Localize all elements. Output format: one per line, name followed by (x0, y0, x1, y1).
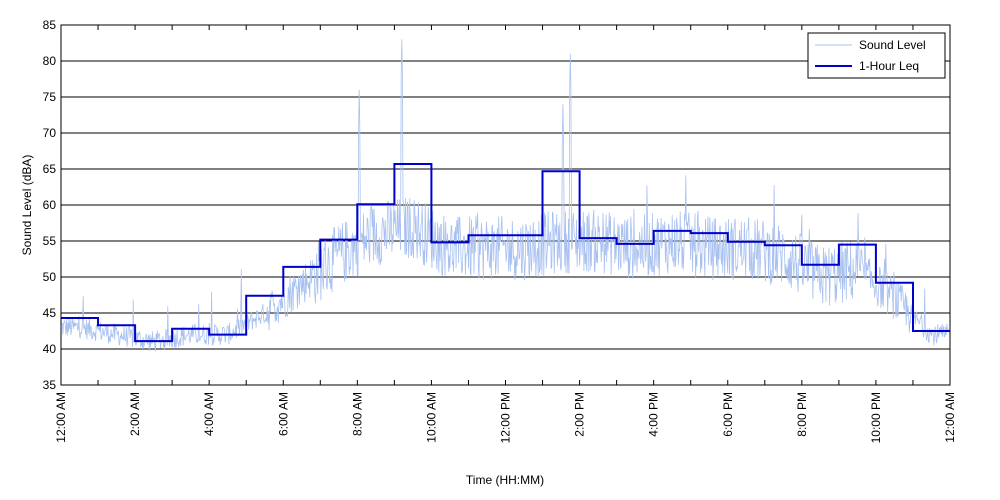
y-tick-label: 70 (43, 126, 57, 140)
legend: Sound Level 1-Hour Leq (807, 32, 946, 79)
x-tick-label: 12:00 AM (943, 392, 957, 443)
x-tick-label: 10:00 AM (424, 392, 438, 443)
y-tick-label: 45 (43, 306, 57, 320)
y-axis-title: Sound Level (dBA) (20, 155, 34, 256)
legend-box (807, 32, 946, 79)
x-tick-label: 8:00 AM (350, 392, 364, 436)
y-tick-label: 65 (43, 162, 57, 176)
leq-step-line (61, 163, 950, 343)
x-tick-labels: 12:00 AM 2:00 AM 4:00 AM 6:00 AM 8:00 AM 10:0… (54, 392, 957, 443)
x-tick-label: 12:00 PM (499, 392, 513, 443)
y-tick-label: 75 (43, 90, 57, 104)
y-tick-label: 40 (43, 342, 57, 356)
y-tick-label: 35 (43, 378, 57, 392)
y-tick-labels: 35 40 45 50 55 60 65 70 75 80 85 (43, 18, 57, 392)
y-tick-label: 85 (43, 18, 57, 32)
legend-label-sound-level: Sound Level (859, 38, 926, 52)
y-tick-label: 50 (43, 270, 57, 284)
x-tick-label: 6:00 AM (276, 392, 290, 436)
axis-ticks (97, 25, 914, 385)
y-tick-label: 60 (43, 198, 57, 212)
x-tick-label: 2:00 AM (128, 392, 142, 436)
x-tick-label: 8:00 PM (795, 392, 809, 437)
y-tick-label: 80 (43, 54, 57, 68)
x-tick-label: 10:00 PM (869, 392, 883, 443)
grid-lines (61, 60, 950, 350)
sound-level-line (60, 39, 951, 352)
leq-series (61, 163, 950, 343)
x-tick-label: 2:00 PM (573, 392, 587, 437)
legend-label-leq: 1-Hour Leq (859, 59, 919, 73)
x-tick-label: 12:00 AM (54, 392, 68, 443)
x-tick-label: 4:00 AM (202, 392, 216, 436)
sound-level-series (60, 39, 951, 352)
x-tick-label: 6:00 PM (721, 392, 735, 437)
x-axis-title: Time (HH:MM) (466, 473, 544, 487)
y-tick-label: 55 (43, 234, 57, 248)
x-tick-label: 4:00 PM (647, 392, 661, 437)
